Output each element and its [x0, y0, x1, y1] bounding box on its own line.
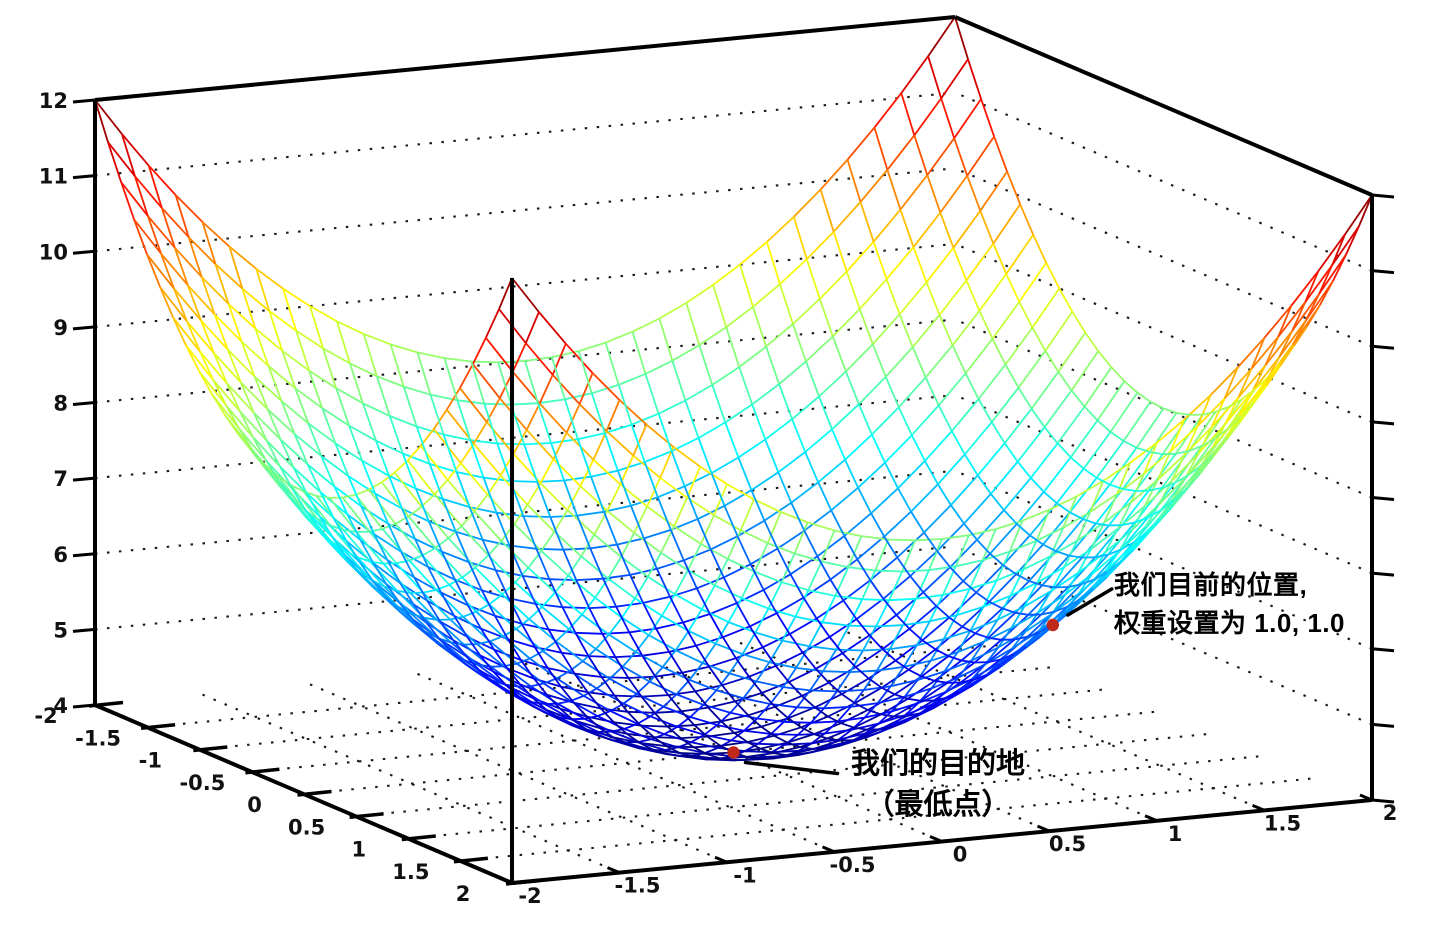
svg-text:7: 7	[53, 467, 68, 491]
svg-text:-1.5: -1.5	[75, 726, 121, 750]
svg-text:1.5: 1.5	[392, 860, 429, 884]
svg-text:5: 5	[53, 618, 68, 642]
annotation-markers	[727, 587, 1114, 776]
svg-text:2: 2	[1383, 801, 1398, 825]
svg-text:0: 0	[953, 843, 968, 867]
marker-dot	[1046, 618, 1060, 632]
svg-text:-2: -2	[518, 884, 541, 908]
svg-text:12: 12	[39, 89, 68, 113]
svg-text:0: 0	[247, 793, 262, 817]
annotation-current-line2: 权重设置为 1.0, 1.0	[1114, 608, 1345, 638]
svg-text:9: 9	[53, 316, 68, 340]
annotation-current-line1: 我们目前的位置,	[1114, 570, 1308, 600]
svg-text:-1: -1	[733, 863, 756, 887]
svg-text:-0.5: -0.5	[179, 771, 225, 795]
svg-text:2: 2	[456, 882, 471, 906]
svg-text:4: 4	[53, 694, 68, 718]
svg-text:1.5: 1.5	[1264, 811, 1301, 835]
svg-text:1: 1	[351, 838, 366, 862]
svg-text:11: 11	[39, 165, 68, 189]
svg-text:0.5: 0.5	[1049, 832, 1086, 856]
svg-text:-0.5: -0.5	[830, 853, 876, 877]
svg-text:8: 8	[53, 392, 68, 416]
svg-text:-2: -2	[34, 704, 57, 728]
svg-text:-1.5: -1.5	[615, 874, 661, 898]
svg-text:1: 1	[1168, 822, 1183, 846]
surface-mesh	[94, 16, 1373, 762]
marker-dot	[727, 746, 740, 759]
annotation-destination-line1: 我们的目的地	[850, 748, 1025, 780]
svg-text:6: 6	[53, 543, 68, 567]
svg-text:0.5: 0.5	[288, 815, 325, 839]
annotation-destination-line2: （最低点）	[865, 789, 1011, 821]
axis-ticks	[72, 98, 1395, 886]
svg-text:10: 10	[39, 240, 68, 264]
annotation-current-position: 我们目前的位置, 权重设置为 1.0, 1.0	[1114, 566, 1345, 642]
annotation-destination: 我们的目的地 （最低点）	[818, 744, 1058, 826]
svg-text:-1: -1	[139, 749, 162, 773]
